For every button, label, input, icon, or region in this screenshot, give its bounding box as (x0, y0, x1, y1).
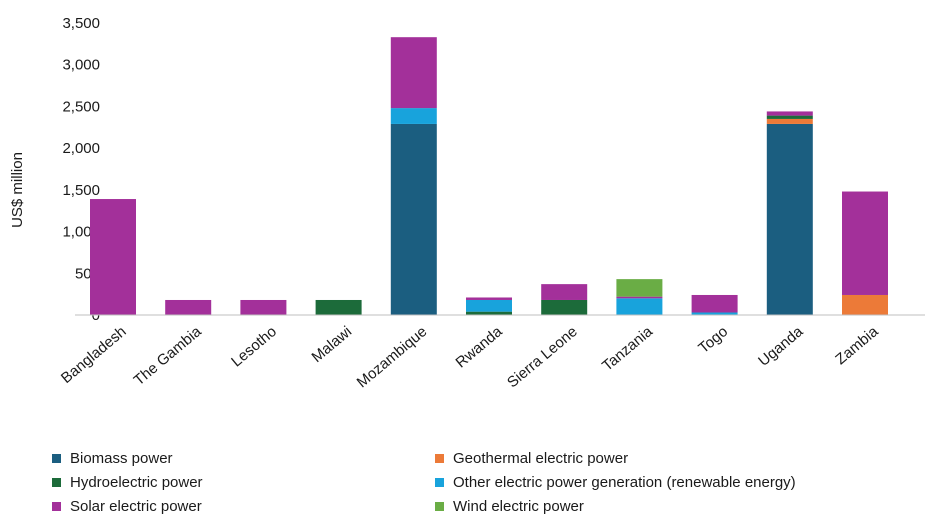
bars (90, 37, 888, 315)
legend-label: Hydroelectric power (70, 474, 203, 491)
legend-item: Geothermal electric power (435, 450, 628, 467)
bar-stack-rwanda (466, 297, 512, 315)
bar-segment (766, 118, 813, 124)
legend-item: Other electric power generation (renewab… (435, 474, 796, 491)
x-tick-label: Bangladesh (58, 323, 130, 387)
x-tick-label: Sierra Leone (504, 323, 581, 391)
bar-segment (842, 191, 888, 295)
bar-segment (616, 279, 663, 297)
x-tick-label: Malawi (308, 323, 355, 366)
legend-label: Geothermal electric power (453, 450, 628, 467)
x-tick-label: Mozambique (354, 323, 431, 391)
y-tick-label: 1,500 (62, 182, 100, 199)
legend-item: Hydroelectric power (52, 474, 203, 491)
legend-swatch (52, 454, 61, 463)
y-tick-label: 2,500 (62, 98, 100, 115)
bar-segment (541, 299, 588, 315)
x-tick-label: Rwanda (452, 323, 506, 372)
legend-label: Solar electric power (70, 498, 202, 515)
bar-stack-mozambique (390, 37, 437, 315)
bar-segment (842, 294, 888, 315)
bar-stack-togo (691, 294, 738, 315)
bar-segment (466, 297, 512, 300)
bar-stack-lesotho (240, 299, 287, 315)
legend-label: Wind electric power (453, 498, 584, 515)
y-tick-label: 3,500 (62, 15, 100, 32)
bar-segment (390, 37, 437, 109)
bar-segment (315, 299, 362, 315)
x-tick-label: Lesotho (228, 323, 280, 370)
bar-segment (541, 284, 588, 300)
bar-segment (616, 296, 663, 299)
bar-stack-bangladesh (90, 199, 136, 315)
bar-segment (766, 123, 813, 315)
legend-label: Biomass power (70, 450, 173, 467)
bar-segment (691, 312, 738, 315)
legend-item: Biomass power (52, 450, 173, 467)
bar-stack-the-gambia (165, 299, 212, 315)
bar-segment (766, 115, 813, 119)
x-tick-label: Uganda (755, 323, 807, 370)
bar-segment (390, 108, 437, 124)
legend-item: Wind electric power (435, 498, 584, 515)
x-tick-label: Tanzania (599, 323, 656, 375)
bar-stack-uganda (766, 111, 813, 315)
legend-label: Other electric power generation (renewab… (453, 474, 796, 491)
y-tick-label: 2,000 (62, 140, 100, 157)
legend-swatch (52, 478, 61, 487)
legend-item: Solar electric power (52, 498, 202, 515)
y-axis-label: US$ million (9, 152, 26, 228)
bar-segment (616, 298, 663, 315)
x-tick-label: Zambia (832, 323, 882, 369)
bar-segment (691, 294, 738, 313)
bar-stack-tanzania (616, 279, 663, 315)
legend: Biomass power Geothermal electric power Hy… (52, 450, 796, 515)
bar-segment (766, 111, 813, 116)
bar-segment (390, 123, 437, 315)
legend-swatch (435, 478, 444, 487)
legend-swatch (52, 502, 61, 511)
bar-stack-sierra-leone (541, 284, 588, 315)
bar-segment (466, 311, 512, 315)
x-tick-label: The Gambia (131, 323, 206, 389)
bar-segment (466, 299, 512, 312)
bar-stack-malawi (315, 299, 362, 315)
bar-segment (240, 299, 287, 315)
bar-stack-zambia (842, 191, 888, 315)
bar-segment (90, 199, 136, 315)
x-tick-label: Togo (695, 323, 731, 357)
legend-swatch (435, 502, 444, 511)
x-axis: Bangladesh The Gambia Lesotho MalawiMozambi… (58, 314, 925, 391)
legend-swatch (435, 454, 444, 463)
bar-segment (165, 299, 212, 315)
y-tick-label: 3,000 (62, 57, 100, 74)
